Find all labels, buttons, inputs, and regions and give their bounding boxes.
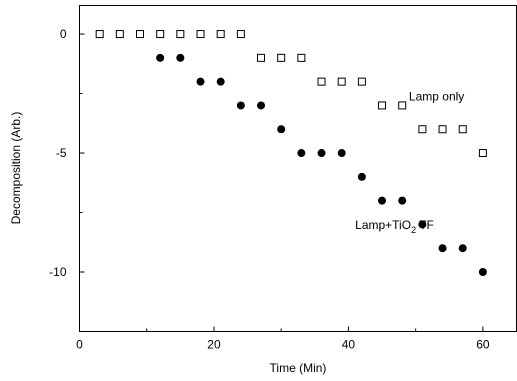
x-tick-label: 40 [342, 338, 356, 352]
lamp-tio2-point [357, 172, 366, 181]
lamp-tio2-point [337, 149, 346, 158]
lamp-tio2-point [277, 125, 286, 134]
lamp-only-point [458, 125, 467, 134]
lamp-only-point [317, 77, 326, 86]
lamp-tio2-point [458, 244, 467, 253]
lamp-tio2-point [216, 77, 225, 86]
lamp-only-point [337, 77, 346, 86]
lamp-only-point [156, 30, 165, 39]
x-axis-label: Time (Min) [270, 361, 327, 375]
lamp-tio2-point [418, 220, 427, 229]
y-tick-label: -5 [56, 146, 67, 160]
y-tick-label: -10 [49, 265, 67, 279]
lamp-only-point [196, 30, 205, 39]
lamp-only-point [216, 30, 225, 39]
lamp-tio2-point [236, 101, 245, 110]
lamp-tio2-point [317, 149, 326, 158]
axis-ticks: 0 20 40 60 0 -5 -10 [49, 27, 490, 351]
annotation-lamp-only: Lamp only [409, 90, 464, 104]
lamp-only-point [357, 77, 366, 86]
lamp-tio2-point [297, 149, 306, 158]
lamp-tio2-point [176, 53, 185, 62]
lamp-only-point [418, 125, 427, 134]
x-tick-label: 0 [76, 338, 83, 352]
x-tick-label: 20 [207, 338, 221, 352]
lamp-only-point [236, 30, 245, 39]
lamp-tio2-point [196, 77, 205, 86]
data-points [95, 30, 487, 277]
lamp-tio2-point [478, 268, 487, 277]
annotation-lamp-tio2: Lamp+TiO2 TF [355, 218, 434, 235]
lamp-only-point [115, 30, 124, 39]
lamp-only-point [277, 53, 286, 62]
lamp-tio2-point [257, 101, 266, 110]
lamp-only-point [257, 53, 266, 62]
lamp-only-point [136, 30, 145, 39]
lamp-tio2-point [156, 53, 165, 62]
lamp-only-point [478, 149, 487, 158]
y-axis-label: Decomposition (Arb.) [9, 112, 23, 225]
lamp-tio2-point [438, 244, 447, 253]
y-tick-label: 0 [60, 27, 67, 41]
lamp-only-point [176, 30, 185, 39]
lamp-tio2-point [378, 196, 387, 205]
x-tick-label: 60 [476, 338, 490, 352]
lamp-only-point [95, 30, 104, 39]
lamp-tio2-point [398, 196, 407, 205]
lamp-only-point [398, 101, 407, 110]
lamp-only-point [378, 101, 387, 110]
lamp-only-point [297, 53, 306, 62]
lamp-only-point [438, 125, 447, 134]
